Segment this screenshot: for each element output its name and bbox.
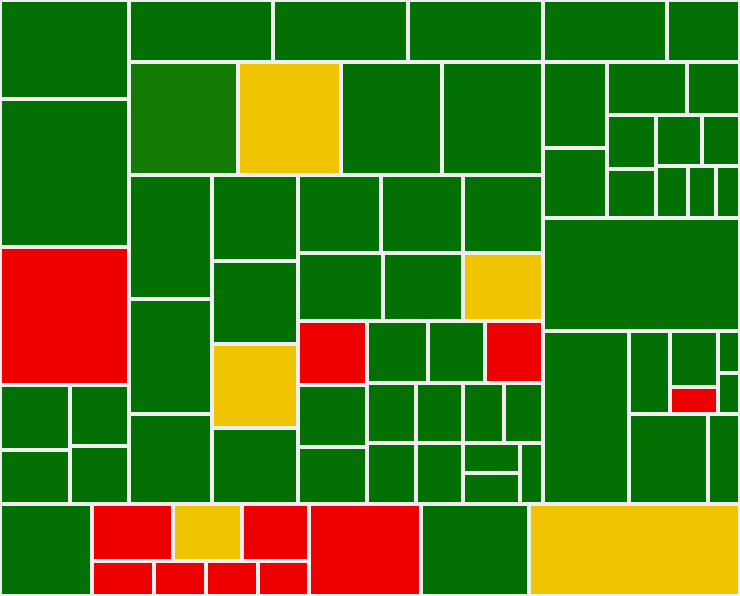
treemap-tile-f2 <box>92 504 173 561</box>
treemap-tile-d12 <box>298 447 367 504</box>
treemap-tile-d11 <box>298 385 367 447</box>
treemap-tile-d1 <box>298 175 381 253</box>
treemap-tile-b2 <box>273 0 408 62</box>
treemap-tile-d8 <box>367 321 428 383</box>
treemap-tile-c1 <box>129 175 212 299</box>
treemap-tile-d14 <box>416 383 463 443</box>
treemap-tile-e14 <box>543 218 740 331</box>
treemap-tile-d6 <box>463 253 543 321</box>
treemap-tile-e11 <box>656 166 688 218</box>
treemap-tile-f4 <box>242 504 309 561</box>
treemap-tile-d3 <box>463 175 543 253</box>
treemap-tile-e6 <box>687 62 740 115</box>
treemap-tile-c7 <box>212 428 298 504</box>
treemap-tile-f6 <box>154 561 206 596</box>
treemap-tile-e15 <box>543 331 629 504</box>
treemap-tile-e9 <box>702 115 740 166</box>
treemap-tile-f8 <box>258 561 309 596</box>
treemap-tile-e17 <box>670 331 718 387</box>
treemap-tile-d15 <box>463 383 504 443</box>
treemap-tile-a5 <box>70 385 129 446</box>
treemap-tile-e20 <box>718 373 740 414</box>
treemap-tile-e7 <box>607 115 656 169</box>
treemap-tile-e3 <box>543 62 607 148</box>
treemap-tile-f3 <box>173 504 242 561</box>
treemap-tile-c6 <box>212 344 298 428</box>
treemap-tile-a4 <box>0 385 70 450</box>
treemap-tile-d21 <box>520 443 543 504</box>
treemap-tile-d16 <box>504 383 543 443</box>
treemap-tile-e8 <box>656 115 702 166</box>
treemap-tile-b5 <box>238 62 341 175</box>
treemap-tile-e21 <box>629 414 708 504</box>
treemap-tile-b1 <box>129 0 273 62</box>
treemap-tile-e18 <box>670 387 718 414</box>
treemap-tile-c3 <box>129 414 212 504</box>
treemap-tile-e22 <box>708 414 740 504</box>
treemap-tile-d20 <box>463 473 520 504</box>
treemap-tile-e16 <box>629 331 670 414</box>
treemap-tile-a3 <box>0 247 129 385</box>
treemap-tile-d19 <box>463 443 520 473</box>
treemap-tile-e12 <box>688 166 716 218</box>
treemap-tile-a2 <box>0 99 129 247</box>
treemap-tile-d2 <box>381 175 463 253</box>
treemap-tile-d9 <box>428 321 485 383</box>
treemap-tile-d13 <box>367 383 416 443</box>
treemap-tile-c4 <box>212 175 298 261</box>
treemap-tile-b6 <box>341 62 442 175</box>
treemap-tile-e1 <box>543 0 667 62</box>
treemap-tile-d18 <box>416 443 463 504</box>
treemap-tile-b4 <box>129 62 238 175</box>
treemap-tile-e13 <box>716 166 740 218</box>
treemap-tile-f5 <box>92 561 154 596</box>
treemap-tile-a6 <box>0 450 70 504</box>
treemap-tile-d10 <box>485 321 543 383</box>
treemap-tile-e4 <box>543 148 607 218</box>
treemap-tile-d17 <box>367 443 416 504</box>
treemap-tile-c2 <box>129 299 212 414</box>
treemap-tile-e5 <box>607 62 687 115</box>
treemap-tile-b3 <box>408 0 543 62</box>
treemap-tile-d4 <box>298 253 383 321</box>
treemap-tile-f1 <box>0 504 92 596</box>
treemap-tile-e2 <box>667 0 740 62</box>
treemap-tile-a7 <box>70 446 129 504</box>
treemap-tile-e10 <box>607 169 656 218</box>
treemap-tile-f10 <box>421 504 529 596</box>
treemap-tile-a1 <box>0 0 129 99</box>
treemap-tile-b7 <box>442 62 543 175</box>
treemap-tile-c5 <box>212 261 298 344</box>
treemap-tile-d5 <box>383 253 463 321</box>
treemap-tile-f7 <box>206 561 258 596</box>
treemap-tile-d7 <box>298 321 367 385</box>
treemap-tile-f11 <box>529 504 740 596</box>
treemap-tile-f9 <box>309 504 421 596</box>
treemap-tile-e19 <box>718 331 740 373</box>
